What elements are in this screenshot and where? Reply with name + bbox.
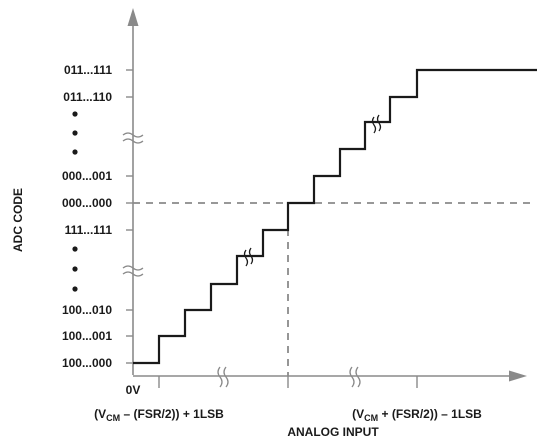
x-ticks — [158, 376, 418, 388]
y-tick-label: 011...110 — [63, 90, 112, 104]
y-tick-label: 100...001 — [62, 329, 112, 343]
x-axis-arrow-icon — [509, 370, 527, 382]
x-tick-label-right-pre: (V — [352, 407, 364, 421]
x-tick-label-right: (VCM + (FSR/2)) – 1LSB — [352, 407, 482, 423]
x-tick-label-left-post: – (FSR/2)) + 1LSB — [120, 407, 224, 421]
y-tick-label: 000...001 — [62, 169, 112, 183]
x-axis-break-right — [349, 366, 361, 388]
y-tick-labels: 100...000 100...001 100...010 111...111 000.… — [62, 63, 112, 370]
y-tick-label: 100...000 — [62, 356, 112, 370]
y-axis-break-lower — [122, 265, 144, 277]
x-tick-label-right-sub: CM — [364, 413, 378, 423]
y-ellipsis-upper — [72, 111, 78, 155]
y-tick-label: 111...111 — [65, 223, 113, 237]
x-origin-label: 0V — [126, 383, 141, 397]
x-tick-label-right-post: + (FSR/2)) – 1LSB — [378, 407, 482, 421]
staircase-break-upper — [371, 114, 382, 134]
x-axis-title: ANALOG INPUT — [287, 425, 379, 439]
y-axis-arrow-icon — [127, 8, 139, 26]
y-tick-label: 100...010 — [62, 303, 112, 317]
x-tick-label-left: (VCM – (FSR/2)) + 1LSB — [94, 407, 224, 423]
x-tick-label-left-pre: (V — [94, 407, 106, 421]
transfer-function-staircase — [133, 68, 537, 365]
y-ellipsis-lower — [72, 246, 78, 292]
y-ticks — [126, 69, 133, 364]
y-axis-title: ADC CODE — [11, 188, 25, 252]
staircase-break-lower — [243, 247, 254, 267]
y-axis-break-upper — [122, 132, 144, 144]
y-tick-label: 011...111 — [64, 63, 112, 77]
x-axis-break-left — [217, 366, 229, 388]
x-tick-label-left-sub: CM — [106, 413, 120, 423]
y-tick-label: 000...000 — [62, 196, 112, 210]
